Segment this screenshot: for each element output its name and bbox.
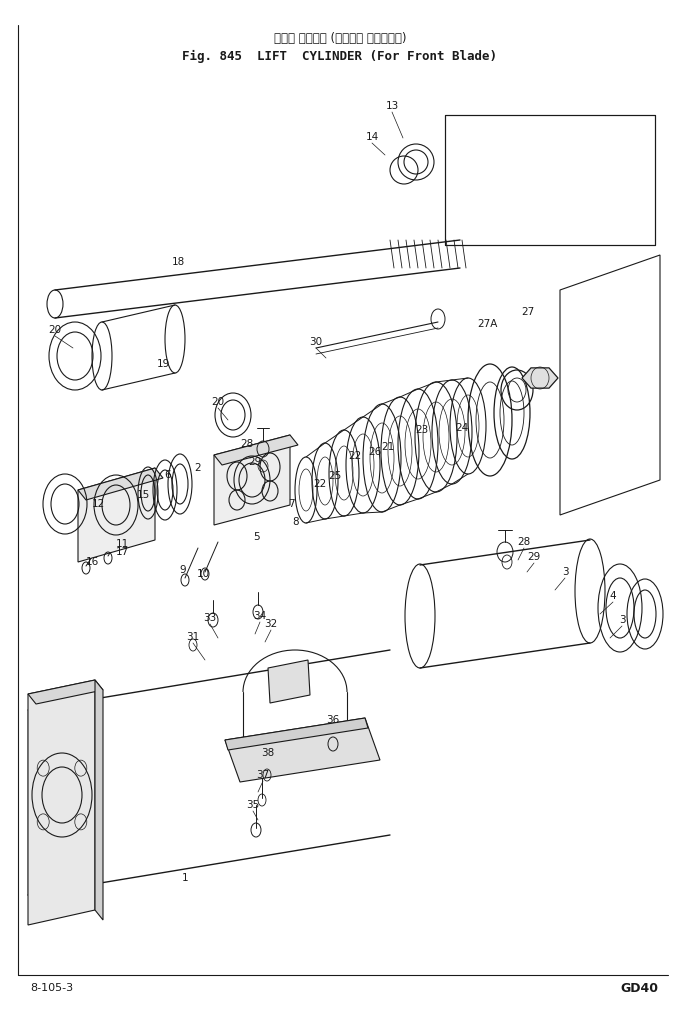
- Polygon shape: [214, 435, 290, 525]
- Text: リフト シリンダ (フロント ブレード用): リフト シリンダ (フロント ブレード用): [274, 31, 406, 45]
- Text: 13: 13: [386, 101, 398, 111]
- Text: 11: 11: [116, 539, 129, 549]
- Polygon shape: [225, 718, 368, 750]
- Polygon shape: [78, 468, 155, 562]
- Text: 2: 2: [194, 463, 201, 473]
- Text: 37: 37: [256, 770, 270, 780]
- Text: 8: 8: [292, 517, 299, 527]
- Polygon shape: [225, 718, 380, 782]
- Text: 33: 33: [203, 613, 217, 623]
- Polygon shape: [268, 660, 310, 703]
- Text: 30: 30: [309, 337, 322, 347]
- Polygon shape: [28, 680, 103, 704]
- Text: 16: 16: [86, 557, 99, 567]
- Text: 27: 27: [522, 307, 534, 317]
- Text: 3: 3: [562, 567, 568, 577]
- Text: 18: 18: [171, 257, 185, 267]
- Text: 29: 29: [528, 552, 541, 562]
- Text: 14: 14: [365, 132, 379, 142]
- Text: 20: 20: [48, 325, 62, 335]
- Text: 4: 4: [610, 591, 616, 601]
- Text: 7: 7: [288, 499, 294, 509]
- Text: 29: 29: [248, 457, 262, 467]
- Text: 31: 31: [186, 632, 200, 642]
- Polygon shape: [522, 368, 558, 388]
- Text: 22: 22: [348, 451, 362, 461]
- Text: 9: 9: [180, 565, 186, 575]
- Text: GD40: GD40: [620, 982, 658, 995]
- Text: 3: 3: [619, 615, 626, 625]
- Text: 17: 17: [116, 547, 129, 557]
- Text: 20: 20: [211, 397, 224, 407]
- Text: 28: 28: [240, 439, 254, 449]
- Text: 5: 5: [253, 532, 259, 542]
- Text: 6: 6: [165, 470, 171, 480]
- Text: 34: 34: [254, 611, 267, 621]
- Text: 21: 21: [381, 442, 394, 452]
- Text: 12: 12: [91, 499, 105, 509]
- Text: 25: 25: [328, 470, 341, 481]
- Text: 27A: 27A: [477, 319, 497, 329]
- Text: 23: 23: [415, 425, 428, 435]
- Polygon shape: [78, 468, 163, 500]
- Text: 28: 28: [517, 537, 530, 547]
- Text: 32: 32: [265, 619, 277, 629]
- Text: 38: 38: [261, 748, 275, 758]
- Text: 8-105-3: 8-105-3: [30, 983, 73, 993]
- Text: 1: 1: [182, 873, 188, 883]
- Text: 10: 10: [197, 569, 209, 579]
- Text: 15: 15: [137, 490, 150, 500]
- Text: 22: 22: [313, 479, 326, 489]
- Text: 36: 36: [326, 715, 339, 725]
- Text: 35: 35: [246, 800, 260, 810]
- Polygon shape: [214, 435, 298, 465]
- Polygon shape: [95, 680, 103, 920]
- Text: 24: 24: [456, 423, 469, 433]
- Text: 19: 19: [156, 359, 169, 369]
- Text: Fig. 845  LIFT  CYLINDER (For Front Blade): Fig. 845 LIFT CYLINDER (For Front Blade): [182, 50, 498, 63]
- Text: 26: 26: [369, 447, 381, 457]
- Polygon shape: [28, 680, 95, 925]
